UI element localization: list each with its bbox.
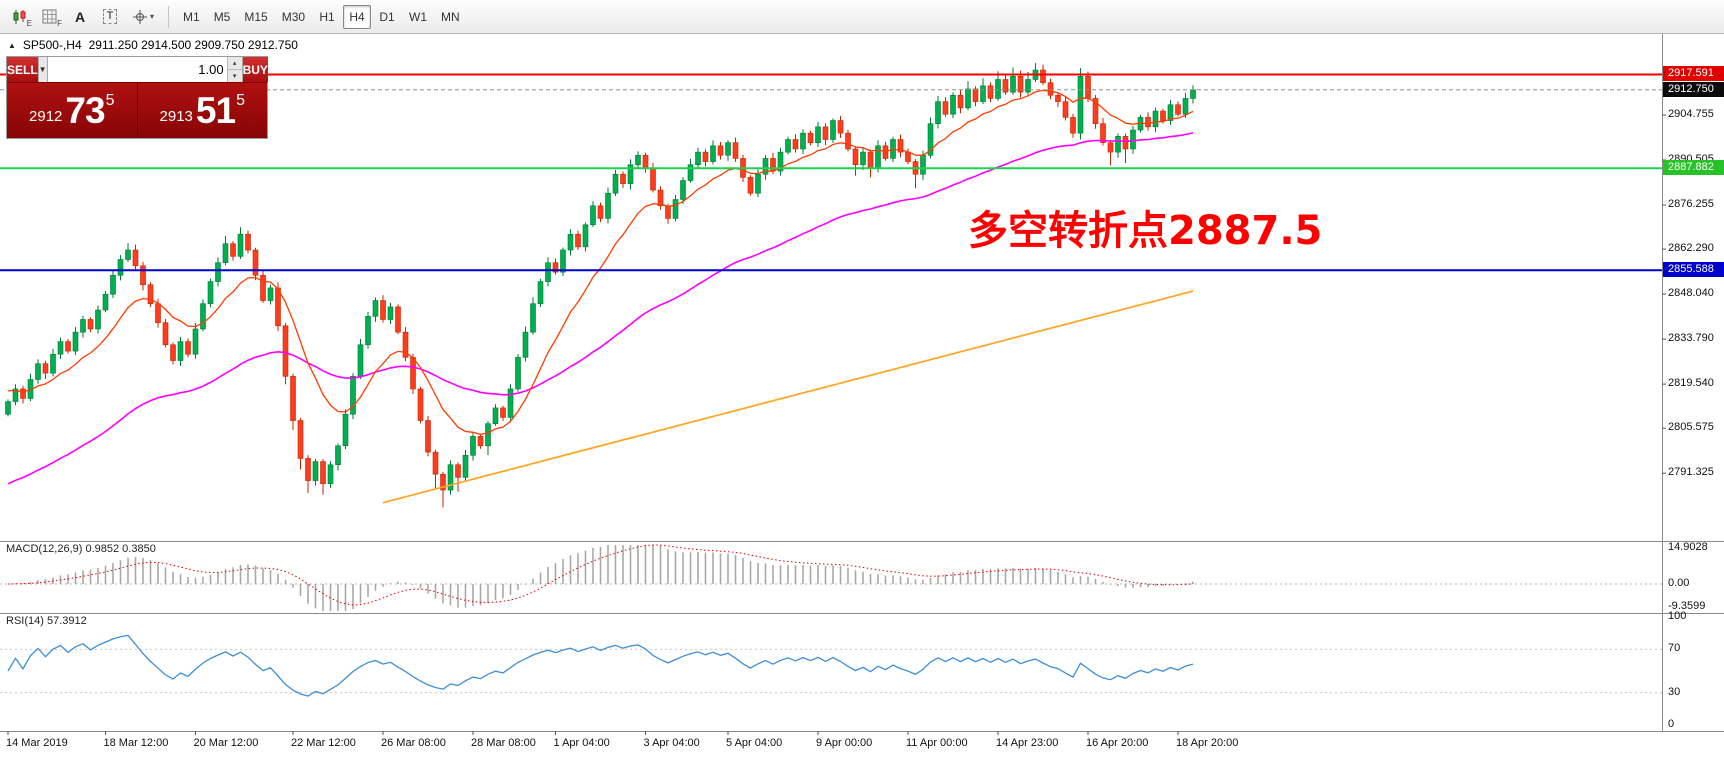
- timeframe-button-H4[interactable]: H4: [343, 4, 372, 29]
- macd-axis-label: -9.3599: [1668, 600, 1706, 612]
- time-axis-label: 11 Apr 00:00: [906, 737, 968, 749]
- textbox-tool-icon[interactable]: T: [96, 5, 124, 29]
- ask-pip-digit: 5: [236, 91, 245, 109]
- rsi-line: [7, 634, 1194, 697]
- price-axis-label: 2876.255: [1668, 198, 1714, 210]
- volume-input-wrap: ▴ ▾: [47, 57, 243, 82]
- time-axis-label: 14 Apr 23:00: [996, 737, 1059, 749]
- price-axis-label: 2791.325: [1668, 466, 1714, 479]
- timeframe-button-H1[interactable]: H1: [319, 9, 335, 24]
- rsi-axis-label: 0: [1668, 718, 1675, 730]
- chart-window: 多空转折点2887.5 ▲ SP500-,H4 2911.250 2914.50…: [0, 34, 1724, 758]
- time-axis-label: 3 Apr 04:00: [643, 737, 700, 749]
- label-tool-icon[interactable]: A: [74, 8, 86, 25]
- ma-slow-line: [382, 290, 1194, 504]
- ask-big-digits: 51: [195, 90, 236, 131]
- bid-prefix: 2912: [29, 108, 63, 125]
- macd-axis-label: 14.9028: [1668, 541, 1708, 553]
- volume-up-button[interactable]: ▴: [227, 57, 242, 70]
- resistance-price-badge: 2917.591: [1663, 66, 1724, 82]
- quote-row: 2912 73 5 2913 51 5: [7, 82, 267, 138]
- chart-objects-icon[interactable]: E: [6, 5, 34, 29]
- timeframe-button-M5[interactable]: M5: [213, 9, 231, 24]
- time-axis-label: 14 Mar 2019: [6, 737, 68, 749]
- time-axis-label: 28 Mar 08:00: [471, 737, 536, 749]
- rsi-label: RSI(14) 57.3912: [6, 615, 87, 627]
- symbol-label: SP500-,H4: [22, 38, 82, 52]
- time-axis-label: 18 Apr 20:00: [1176, 737, 1239, 749]
- price-axis-label: 2805.575: [1668, 421, 1714, 434]
- ask-quote[interactable]: 2913 51 5: [137, 83, 267, 138]
- chart-header: ▲ SP500-,H4 2911.250 2914.500 2909.750 2…: [8, 38, 298, 52]
- buy-button[interactable]: BUY: [242, 57, 268, 82]
- support-price-badge: 2855.588: [1663, 262, 1724, 278]
- quote-divider: [136, 83, 138, 138]
- time-axis-label: 5 Apr 04:00: [726, 737, 783, 749]
- timeframe-button-MN[interactable]: MN: [441, 9, 460, 24]
- time-axis-label: 22 Mar 12:00: [291, 737, 356, 749]
- timeframe-button-W1[interactable]: W1: [409, 9, 428, 24]
- chart-canvas[interactable]: 多空转折点2887.5: [0, 34, 1724, 758]
- time-axis-label: 18 Mar 12:00: [103, 737, 169, 749]
- time-axis-label: 16 Apr 20:00: [1086, 737, 1149, 749]
- rsi-axis-label: 70: [1668, 642, 1681, 655]
- price-axis-label: 2833.790: [1668, 332, 1714, 345]
- bid-quote[interactable]: 2912 73 5: [7, 83, 137, 138]
- ask-prefix: 2913: [159, 108, 193, 125]
- cursor-tool-icon[interactable]: ▾: [126, 5, 160, 29]
- macd-axis-label: 0.00: [1668, 577, 1690, 589]
- one-click-trading-panel: SELL ▼ ▴ ▾ BUY 2912 73 5: [6, 56, 268, 139]
- sell-button[interactable]: SELL: [7, 57, 38, 82]
- timeframe-button-M30[interactable]: M30: [281, 9, 306, 24]
- rsi-axis-label: 100: [1668, 610, 1687, 622]
- volume-down-button[interactable]: ▾: [227, 70, 242, 82]
- macd-label: MACD(12,26,9) 0.9852 0.3850: [6, 543, 156, 555]
- toolbar-separator: [168, 5, 170, 28]
- time-axis-label: 20 Mar 12:00: [193, 737, 259, 749]
- price-axis-label: 2848.040: [1668, 287, 1714, 300]
- current-price-price-badge: 2912.750: [1663, 81, 1724, 97]
- volume-dropdown[interactable]: ▼: [37, 57, 48, 82]
- indicator-grid-icon[interactable]: F: [36, 5, 64, 29]
- drawing-tools-group: E F A T ▾: [6, 5, 160, 29]
- volume-input[interactable]: [47, 57, 227, 82]
- time-axis: 14 Mar 2019 18 Mar 12:00 20 Mar 12:00 22 Ma…: [0, 731, 1724, 758]
- price-scale: 2904.755 2890.505 2876.255 2862.290 2848.040…: [1663, 34, 1724, 731]
- volume-spinner: ▴ ▾: [226, 57, 242, 82]
- timeframe-button-M1[interactable]: M1: [183, 9, 200, 24]
- ma-fast-line: [7, 89, 1194, 436]
- time-axis-label: 26 Mar 08:00: [381, 737, 446, 749]
- price-axis-label: 2819.540: [1668, 377, 1714, 390]
- price-axis-label: 2904.755: [1668, 108, 1714, 120]
- price-axis-label: 2862.290: [1668, 242, 1714, 255]
- macd-signal-line: [7, 544, 1194, 606]
- timeframe-group: M1 M5 M15 M30 H1 H4 D1 W1 MN: [177, 4, 466, 29]
- one-click-trading-toggle[interactable]: ▲: [8, 40, 16, 50]
- pivot-price-badge: 2887.882: [1663, 160, 1724, 176]
- candlestick-series: [5, 63, 1196, 508]
- order-entry-row: SELL ▼ ▴ ▾ BUY: [7, 57, 268, 82]
- bid-pip-digit: 5: [105, 91, 115, 109]
- time-axis-label: 1 Apr 04:00: [553, 737, 610, 749]
- rsi-axis-label: 30: [1668, 685, 1681, 698]
- timeframe-button-M15[interactable]: M15: [244, 9, 268, 24]
- time-axis-label: 9 Apr 00:00: [816, 737, 873, 749]
- ohlc-values: 2911.250 2914.500 2909.750 2912.750: [88, 38, 298, 52]
- main-toolbar: E F A T ▾ M1 M5 M15 M30 H1 H4 D1 W1 MN: [0, 0, 1724, 34]
- chart-annotation: 多空转折点2887.5: [968, 208, 1322, 254]
- timeframe-button-D1[interactable]: D1: [379, 9, 395, 24]
- bid-big-digits: 73: [65, 90, 105, 131]
